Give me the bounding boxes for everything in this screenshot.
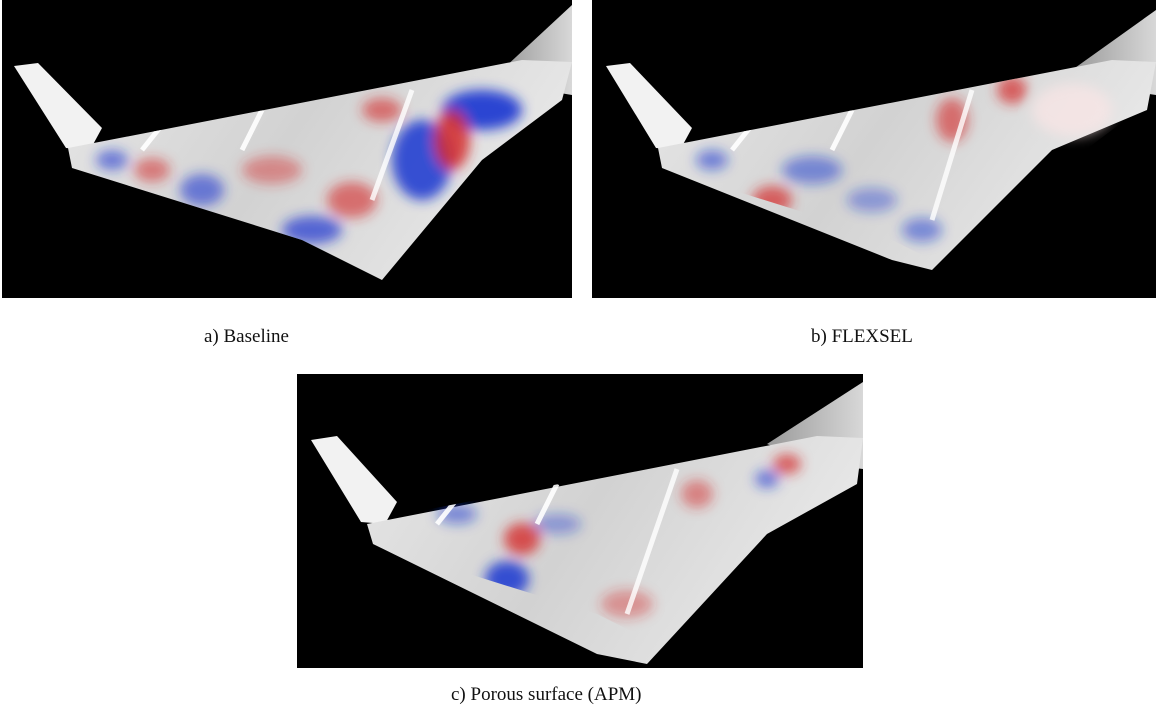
figure-panel-a-baseline (2, 0, 572, 298)
panel-caption-b: b) FLEXSEL (811, 326, 913, 347)
panel-caption-c: c) Porous surface (APM) (451, 684, 642, 705)
wing-surface-image-baseline (2, 0, 572, 298)
wing-surface-image-flexsel (592, 0, 1156, 298)
wing-surface-image-porous (297, 374, 863, 668)
panel-caption-a: a) Baseline (204, 326, 289, 347)
figure-panel-b-flexsel (592, 0, 1156, 298)
figure-panel-c-porous-surface (297, 374, 863, 668)
